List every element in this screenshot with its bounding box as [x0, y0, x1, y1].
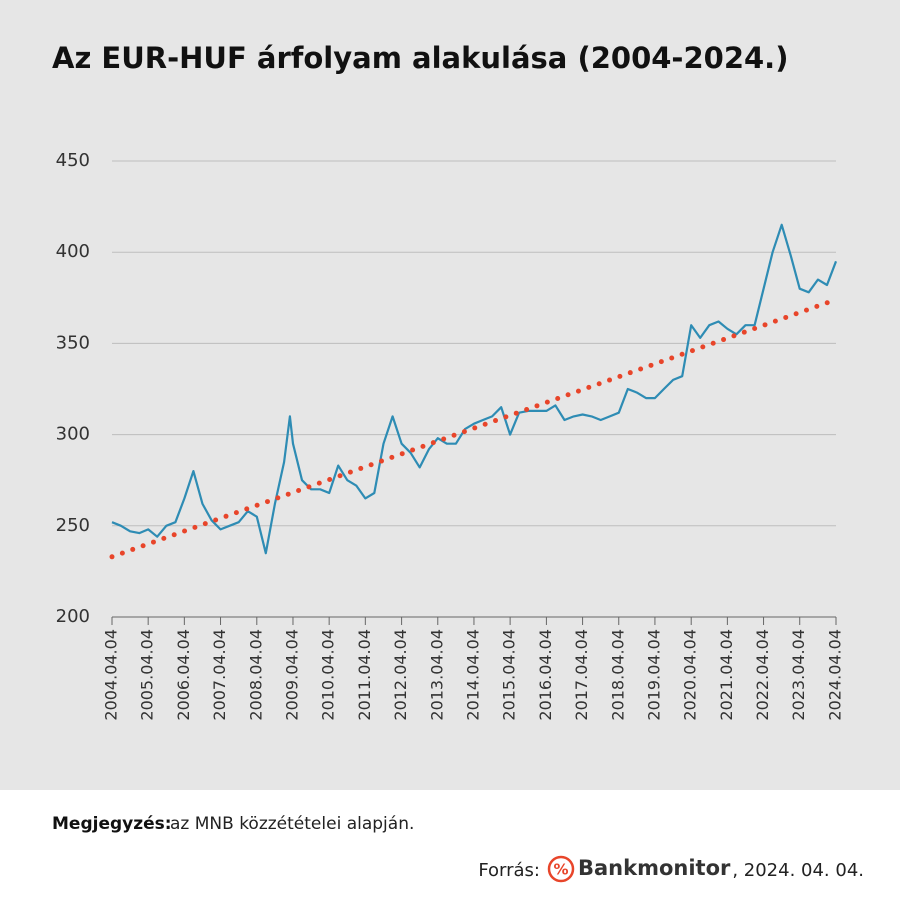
- x-tick-label: 2017.04.04: [572, 629, 591, 721]
- x-tick-label: 2023.04.04: [789, 629, 808, 721]
- note-label: Megjegyzés:: [52, 814, 172, 834]
- x-tick-label: 2021.04.04: [717, 629, 736, 721]
- x-tick-label: 2011.04.04: [355, 629, 374, 721]
- x-tick-label: 2014.04.04: [463, 629, 482, 721]
- data-line: [111, 223, 838, 555]
- x-tick-label: 2018.04.04: [608, 629, 627, 721]
- source-label: Forrás:: [478, 860, 540, 881]
- chart-title: Az EUR-HUF árfolyam alakulása (2004-2024…: [52, 41, 788, 75]
- x-tick-label: 2013.04.04: [427, 629, 446, 721]
- x-tick-label: 2020.04.04: [681, 629, 700, 721]
- x-tick-label: 2024.04.04: [826, 629, 845, 721]
- trend-line: [109, 297, 839, 560]
- x-tick-label: 2019.04.04: [644, 629, 663, 721]
- x-tick-label: 2006.04.04: [174, 629, 193, 721]
- x-tick-label: 2009.04.04: [282, 629, 301, 721]
- y-tick-label: 200: [56, 606, 90, 627]
- logo-symbol: %: [553, 861, 568, 879]
- chart-background: [0, 0, 900, 790]
- note: az MNB közzétételei alapján.: [170, 814, 414, 834]
- x-tick-label: 2007.04.04: [210, 629, 229, 721]
- x-tick-label: 2016.04.04: [536, 629, 555, 721]
- logo-icon: [547, 855, 575, 883]
- y-tick-label: 300: [56, 424, 90, 445]
- y-tick-label: 450: [56, 150, 90, 171]
- x-tick-label: 2010.04.04: [319, 629, 338, 721]
- x-tick-label: 2015.04.04: [500, 629, 519, 721]
- x-tick-label: 2004.04.04: [102, 629, 121, 721]
- x-tick-label: 2008.04.04: [246, 629, 265, 721]
- y-tick-label: 350: [56, 332, 90, 353]
- x-tick-label: 2012.04.04: [391, 629, 410, 721]
- y-tick-label: 400: [56, 241, 90, 262]
- x-tick-label: 2022.04.04: [753, 629, 772, 721]
- logo-text: Bankmonitor: [578, 856, 731, 880]
- x-tick-label: 2005.04.04: [138, 629, 157, 721]
- y-tick-label: 250: [56, 515, 90, 536]
- source-date: , 2024. 04. 04.: [732, 860, 864, 881]
